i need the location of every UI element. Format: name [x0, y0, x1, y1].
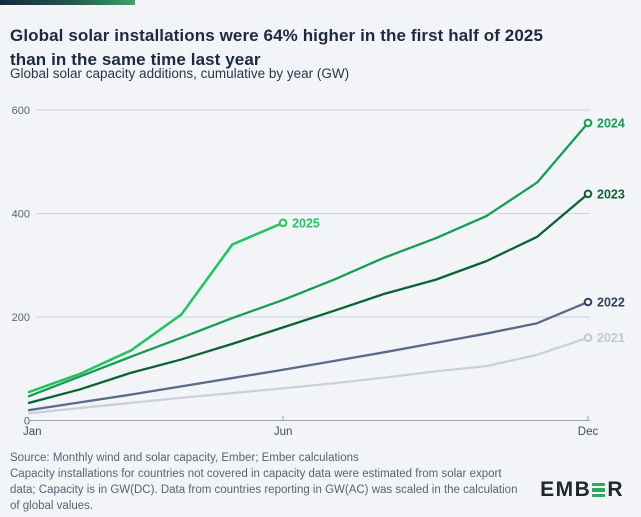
- source-note-line: Capacity installations for countries not…: [10, 468, 502, 480]
- ember-logo: EMB R: [540, 478, 624, 502]
- series-endpoint-2023: [583, 189, 593, 199]
- ember-logo-text-left: EMB: [540, 478, 592, 501]
- y-tick-label-0: 0: [24, 416, 30, 428]
- x-tick-label-jun: Jun: [274, 426, 293, 438]
- series-endpoint-2021: [583, 333, 593, 342]
- accent-gradient-bar: [0, 0, 135, 5]
- series-endpoint-2025: [278, 218, 288, 228]
- series-line-2022: [27, 300, 590, 412]
- y-tick-label-200: 200: [12, 312, 30, 324]
- source-note-line: Source: Monthly wind and solar capacity,…: [10, 452, 359, 464]
- series-line-2023: [27, 192, 590, 405]
- series-label-2025: 2025: [292, 216, 320, 230]
- series-line-2021: [27, 336, 590, 415]
- series-label-2021: 2021: [597, 331, 625, 345]
- page-title-line1: Global solar installations were 64% high…: [10, 26, 543, 46]
- solar-line-chart: 0 200 400 600 Jan Jun Dec 2021 2022 2023 2024 2025: [12, 105, 625, 438]
- series-line-2024: [27, 121, 590, 398]
- ember-logo-text-right: R: [607, 478, 624, 501]
- source-note-line: data; Capacity is in GW(DC). Data from c…: [10, 484, 518, 496]
- series-endpoint-2022: [583, 297, 593, 307]
- x-tick-label-dec: Dec: [578, 426, 599, 438]
- ember-e-bars-icon: [592, 482, 606, 498]
- y-tick-label-400: 400: [12, 209, 30, 221]
- y-tick-label-600: 600: [12, 105, 30, 117]
- chart-subtitle: Global solar capacity additions, cumulat…: [10, 66, 350, 81]
- page-title-line2: than in the same time last year: [10, 50, 261, 70]
- series-line-2025: [27, 221, 285, 394]
- series-label-2023: 2023: [597, 187, 625, 201]
- series-endpoint-2024: [583, 118, 593, 128]
- page-title: Global solar installations were 64% high…: [10, 24, 630, 72]
- series-label-2022: 2022: [597, 295, 625, 309]
- x-tick-label-jan: Jan: [23, 426, 42, 438]
- source-note-line: of global values.: [10, 500, 94, 512]
- series-label-2024: 2024: [597, 116, 625, 130]
- line-chart-area: 0 200 400 600 Jan Jun Dec 2021 2022 2023 2024 2025: [0, 95, 641, 455]
- source-note: Source: Monthly wind and solar capacity,…: [10, 450, 555, 514]
